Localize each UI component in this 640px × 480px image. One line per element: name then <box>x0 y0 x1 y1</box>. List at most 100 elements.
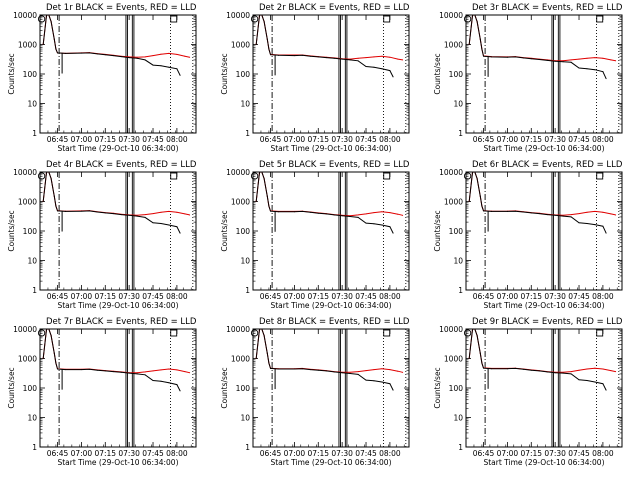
events-point <box>293 368 295 370</box>
lld-point <box>373 369 375 371</box>
lld-point <box>136 372 138 374</box>
y-tick-label: 10 <box>27 100 37 109</box>
events-point <box>301 210 303 212</box>
plot-frame <box>39 14 197 134</box>
y-tick-label: 1000 <box>18 41 37 50</box>
lld-point <box>349 58 351 60</box>
events-point <box>160 65 162 67</box>
panel-3: Det 3r BLACK = Events, RED = LLD 1 10 100 10… <box>433 3 623 153</box>
lld-point <box>610 59 612 61</box>
events-point <box>490 56 492 58</box>
x-tick-label: 07:45 <box>142 135 164 144</box>
events-point <box>602 225 604 227</box>
lld-point <box>373 212 375 214</box>
events-point <box>471 15 473 17</box>
circle-marker <box>250 329 259 337</box>
y-tick-label: 100 <box>236 384 251 393</box>
plot-frame <box>465 328 623 448</box>
events-point <box>578 222 580 224</box>
events-point <box>53 195 55 197</box>
x-tick-label: 07:15 <box>307 449 329 458</box>
events-point <box>479 352 481 354</box>
events-point <box>57 210 59 212</box>
y-tick-label: 10000 <box>226 325 250 334</box>
x-tick-label: 06:45 <box>473 135 495 144</box>
lld-point <box>365 370 367 372</box>
y-tick-label: 1000 <box>444 355 463 364</box>
x-tick-label: 07:30 <box>118 449 140 458</box>
events-point <box>341 58 343 60</box>
x-tick-label: 07:00 <box>284 292 306 301</box>
x-axis-label: Start Time (29-Oct-10 06:34:00) <box>57 144 178 153</box>
events-point <box>570 61 572 63</box>
events-point <box>594 224 596 226</box>
lld-point <box>189 56 191 58</box>
panel-6: Det 6r BLACK = Events, RED = LLD 1 10 100 10… <box>433 160 623 310</box>
series-group <box>468 329 617 391</box>
plot-frame <box>465 14 623 134</box>
x-axis-label: Start Time (29-Oct-10 06:34:00) <box>270 144 391 153</box>
events-point <box>381 224 383 226</box>
x-tick-label: 06:45 <box>260 449 282 458</box>
lld-point <box>168 368 170 370</box>
y-axis-label: Counts/sec <box>220 53 229 94</box>
events-point <box>270 54 272 56</box>
x-tick-label: 06:45 <box>473 449 495 458</box>
y-tick-label: 10000 <box>226 11 250 20</box>
events-point <box>112 371 114 373</box>
lld-point <box>365 57 367 59</box>
events-point <box>104 212 106 214</box>
x-tick-label: 08:00 <box>166 292 188 301</box>
events-point <box>179 74 181 76</box>
panel-title: Det 2r BLACK = Events, RED = LLD <box>259 3 410 13</box>
events-point <box>586 68 588 70</box>
square-marker <box>596 329 604 337</box>
x-tick-label: 08:00 <box>166 449 188 458</box>
lld-point <box>570 371 572 373</box>
events-point <box>80 52 82 54</box>
y-tick-label: 10 <box>240 100 250 109</box>
lld-line <box>255 329 403 373</box>
events-point <box>258 15 260 17</box>
events-point <box>554 60 556 62</box>
lld-point <box>578 58 580 60</box>
events-point <box>57 52 59 54</box>
events-point <box>263 335 265 337</box>
events-point <box>476 178 478 180</box>
x-tick-label: 07:00 <box>497 292 519 301</box>
events-point <box>293 211 295 213</box>
events-point <box>381 381 383 383</box>
events-point <box>160 380 162 382</box>
x-tick-label: 06:45 <box>47 292 69 301</box>
lld-line <box>255 172 403 217</box>
events-line <box>42 329 181 392</box>
events-line <box>468 15 607 79</box>
panel-9: Det 9r BLACK = Events, RED = LLD 1 10 100 10… <box>433 317 623 467</box>
events-point <box>176 226 178 228</box>
y-tick-label: 100 <box>449 227 464 236</box>
x-tick-label: 07:00 <box>71 292 93 301</box>
events-point <box>266 352 268 354</box>
events-point <box>112 55 114 57</box>
lld-point <box>615 60 617 62</box>
events-point <box>53 38 55 40</box>
circle-marker <box>463 15 472 23</box>
x-tick-label: 07:15 <box>94 449 116 458</box>
events-point <box>605 389 607 391</box>
events-point <box>479 195 481 197</box>
y-tick-label: 1000 <box>231 355 250 364</box>
panel-title: Det 1r BLACK = Events, RED = LLD <box>46 3 197 13</box>
events-point <box>55 205 57 207</box>
events-point <box>325 370 327 372</box>
lld-point <box>578 369 580 371</box>
events-point <box>594 381 596 383</box>
events-point <box>57 368 59 370</box>
events-point <box>168 66 170 68</box>
events-point <box>357 216 359 218</box>
events-line <box>468 172 607 234</box>
events-point <box>266 38 268 40</box>
x-tick-label: 08:00 <box>592 292 614 301</box>
x-axis-label: Start Time (29-Oct-10 06:34:00) <box>270 458 391 467</box>
lld-point <box>381 368 383 370</box>
events-point <box>365 379 367 381</box>
